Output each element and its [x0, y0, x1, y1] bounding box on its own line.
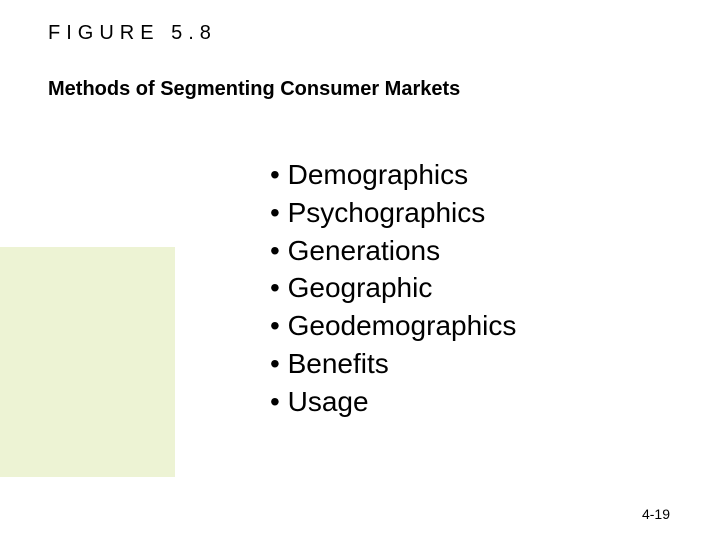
- page-number: 4-19: [642, 506, 670, 522]
- list-item: Usage: [270, 383, 516, 421]
- list-item: Demographics: [270, 156, 516, 194]
- list-item: Psychographics: [270, 194, 516, 232]
- figure-label: FIGURE 5.8: [48, 22, 217, 45]
- list-item: Generations: [270, 232, 516, 270]
- list-item: Geographic: [270, 269, 516, 307]
- accent-box: [0, 247, 175, 477]
- list-item: Benefits: [270, 345, 516, 383]
- figure-subtitle: Methods of Segmenting Consumer Markets: [48, 78, 460, 101]
- list-item: Geodemographics: [270, 307, 516, 345]
- bullet-list: Demographics Psychographics Generations …: [270, 156, 516, 421]
